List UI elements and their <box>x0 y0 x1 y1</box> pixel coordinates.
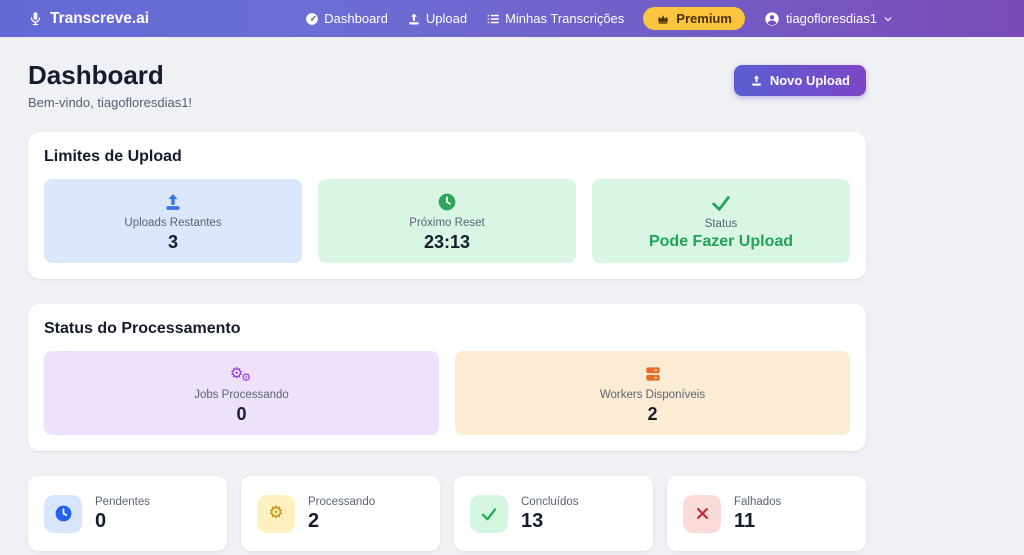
user-icon <box>764 11 780 27</box>
gear-icon: ⚙ <box>257 494 295 533</box>
summary-value: 13 <box>521 509 544 532</box>
check-icon <box>470 494 508 533</box>
summary-label: Processando <box>308 495 376 508</box>
stat-label: Jobs Processando <box>194 388 289 401</box>
brand[interactable]: Transcreve.ai <box>28 10 149 28</box>
list-icon <box>486 12 500 26</box>
new-upload-label: Novo Upload <box>769 73 850 88</box>
stat-workers-disponiveis: Workers Disponíveis 2 <box>455 351 850 435</box>
summary-card-falhados: Falhados 11 <box>667 476 866 551</box>
premium-badge[interactable]: Premium <box>643 7 745 30</box>
nav-item-upload[interactable]: Upload <box>407 11 467 26</box>
brand-label: Transcreve.ai <box>50 9 150 27</box>
welcome-text: Bem-vindo, tiagofloresdias1! <box>28 95 193 110</box>
stat-value: 23:13 <box>423 231 471 252</box>
username: tiagofloresdias1 <box>785 11 877 26</box>
stat-label: Uploads Restantes <box>124 216 222 229</box>
stat-label: Próximo Reset <box>409 216 485 229</box>
summary-value: 2 <box>308 509 320 532</box>
stat-value: 2 <box>647 403 658 424</box>
x-icon <box>683 494 721 533</box>
summary-card-concluidos: Concluídos 13 <box>454 476 653 551</box>
page-title: Dashboard <box>28 60 164 90</box>
page-header: Dashboard Bem-vindo, tiagofloresdias1! N… <box>28 60 866 110</box>
gears-icon: ⚙ ⚙ <box>229 364 252 384</box>
summary-label: Pendentes <box>95 495 150 508</box>
main-content: Dashboard Bem-vindo, tiagofloresdias1! N… <box>28 37 866 551</box>
navbar: Transcreve.ai Dashboard Upload <box>0 0 1024 37</box>
new-upload-button[interactable]: Novo Upload <box>733 65 866 96</box>
nav-item-label: Minhas Transcrições <box>505 11 625 26</box>
upload-icon <box>750 74 763 87</box>
upload-icon <box>407 12 421 26</box>
nav-item-transcriptions[interactable]: Minhas Transcrições <box>486 11 624 26</box>
stat-value: Pode Fazer Upload <box>648 233 794 250</box>
nav-item-label: Upload <box>425 11 468 26</box>
stat-label: Status <box>704 218 738 230</box>
processing-status-stats: ⚙ ⚙ Jobs Processando 0 Workers Disponívei… <box>44 351 850 435</box>
summary-card-processando: ⚙ Processando 2 <box>241 476 440 551</box>
upload-limits-card: Limites de Upload Uploads Restantes 3 <box>28 132 866 279</box>
chevron-down-icon <box>883 14 893 24</box>
stat-uploads-restantes: Uploads Restantes 3 <box>44 179 302 263</box>
user-menu[interactable]: tiagofloresdias1 <box>764 11 893 27</box>
summary-label: Concluídos <box>521 495 579 508</box>
stat-jobs-processando: ⚙ ⚙ Jobs Processando 0 <box>44 351 439 435</box>
summary-row: Pendentes 0 ⚙ Processando 2 Concluídos 1… <box>28 476 866 551</box>
summary-value: 11 <box>734 509 756 532</box>
clock-icon <box>44 494 82 533</box>
summary-card-pendentes: Pendentes 0 <box>28 476 227 551</box>
gauge-icon <box>305 12 319 26</box>
upload-icon <box>163 190 183 214</box>
summary-value: 0 <box>95 509 107 532</box>
nav-item-label: Dashboard <box>324 11 388 26</box>
processing-status-card: Status do Processamento ⚙ ⚙ Jobs Processa… <box>28 304 866 451</box>
stat-value: 3 <box>167 231 178 252</box>
nav-links: Dashboard Upload <box>305 7 893 30</box>
nav-item-dashboard[interactable]: Dashboard <box>305 11 388 26</box>
summary-label: Falhados <box>734 495 782 508</box>
stat-proximo-reset: Próximo Reset 23:13 <box>318 179 576 263</box>
clock-icon <box>437 190 457 214</box>
server-icon <box>643 362 663 386</box>
premium-label: Premium <box>676 11 732 26</box>
check-icon <box>710 191 732 215</box>
upload-limits-stats: Uploads Restantes 3 Próximo Reset 23:13 <box>44 179 850 263</box>
crown-icon <box>656 12 670 25</box>
microphone-icon <box>28 11 43 26</box>
stat-value: 0 <box>236 403 247 424</box>
processing-status-title: Status do Processamento <box>44 320 241 337</box>
stat-label: Workers Disponíveis <box>599 388 706 401</box>
upload-limits-title: Limites de Upload <box>44 148 182 165</box>
stat-status: Status Pode Fazer Upload <box>592 179 850 263</box>
